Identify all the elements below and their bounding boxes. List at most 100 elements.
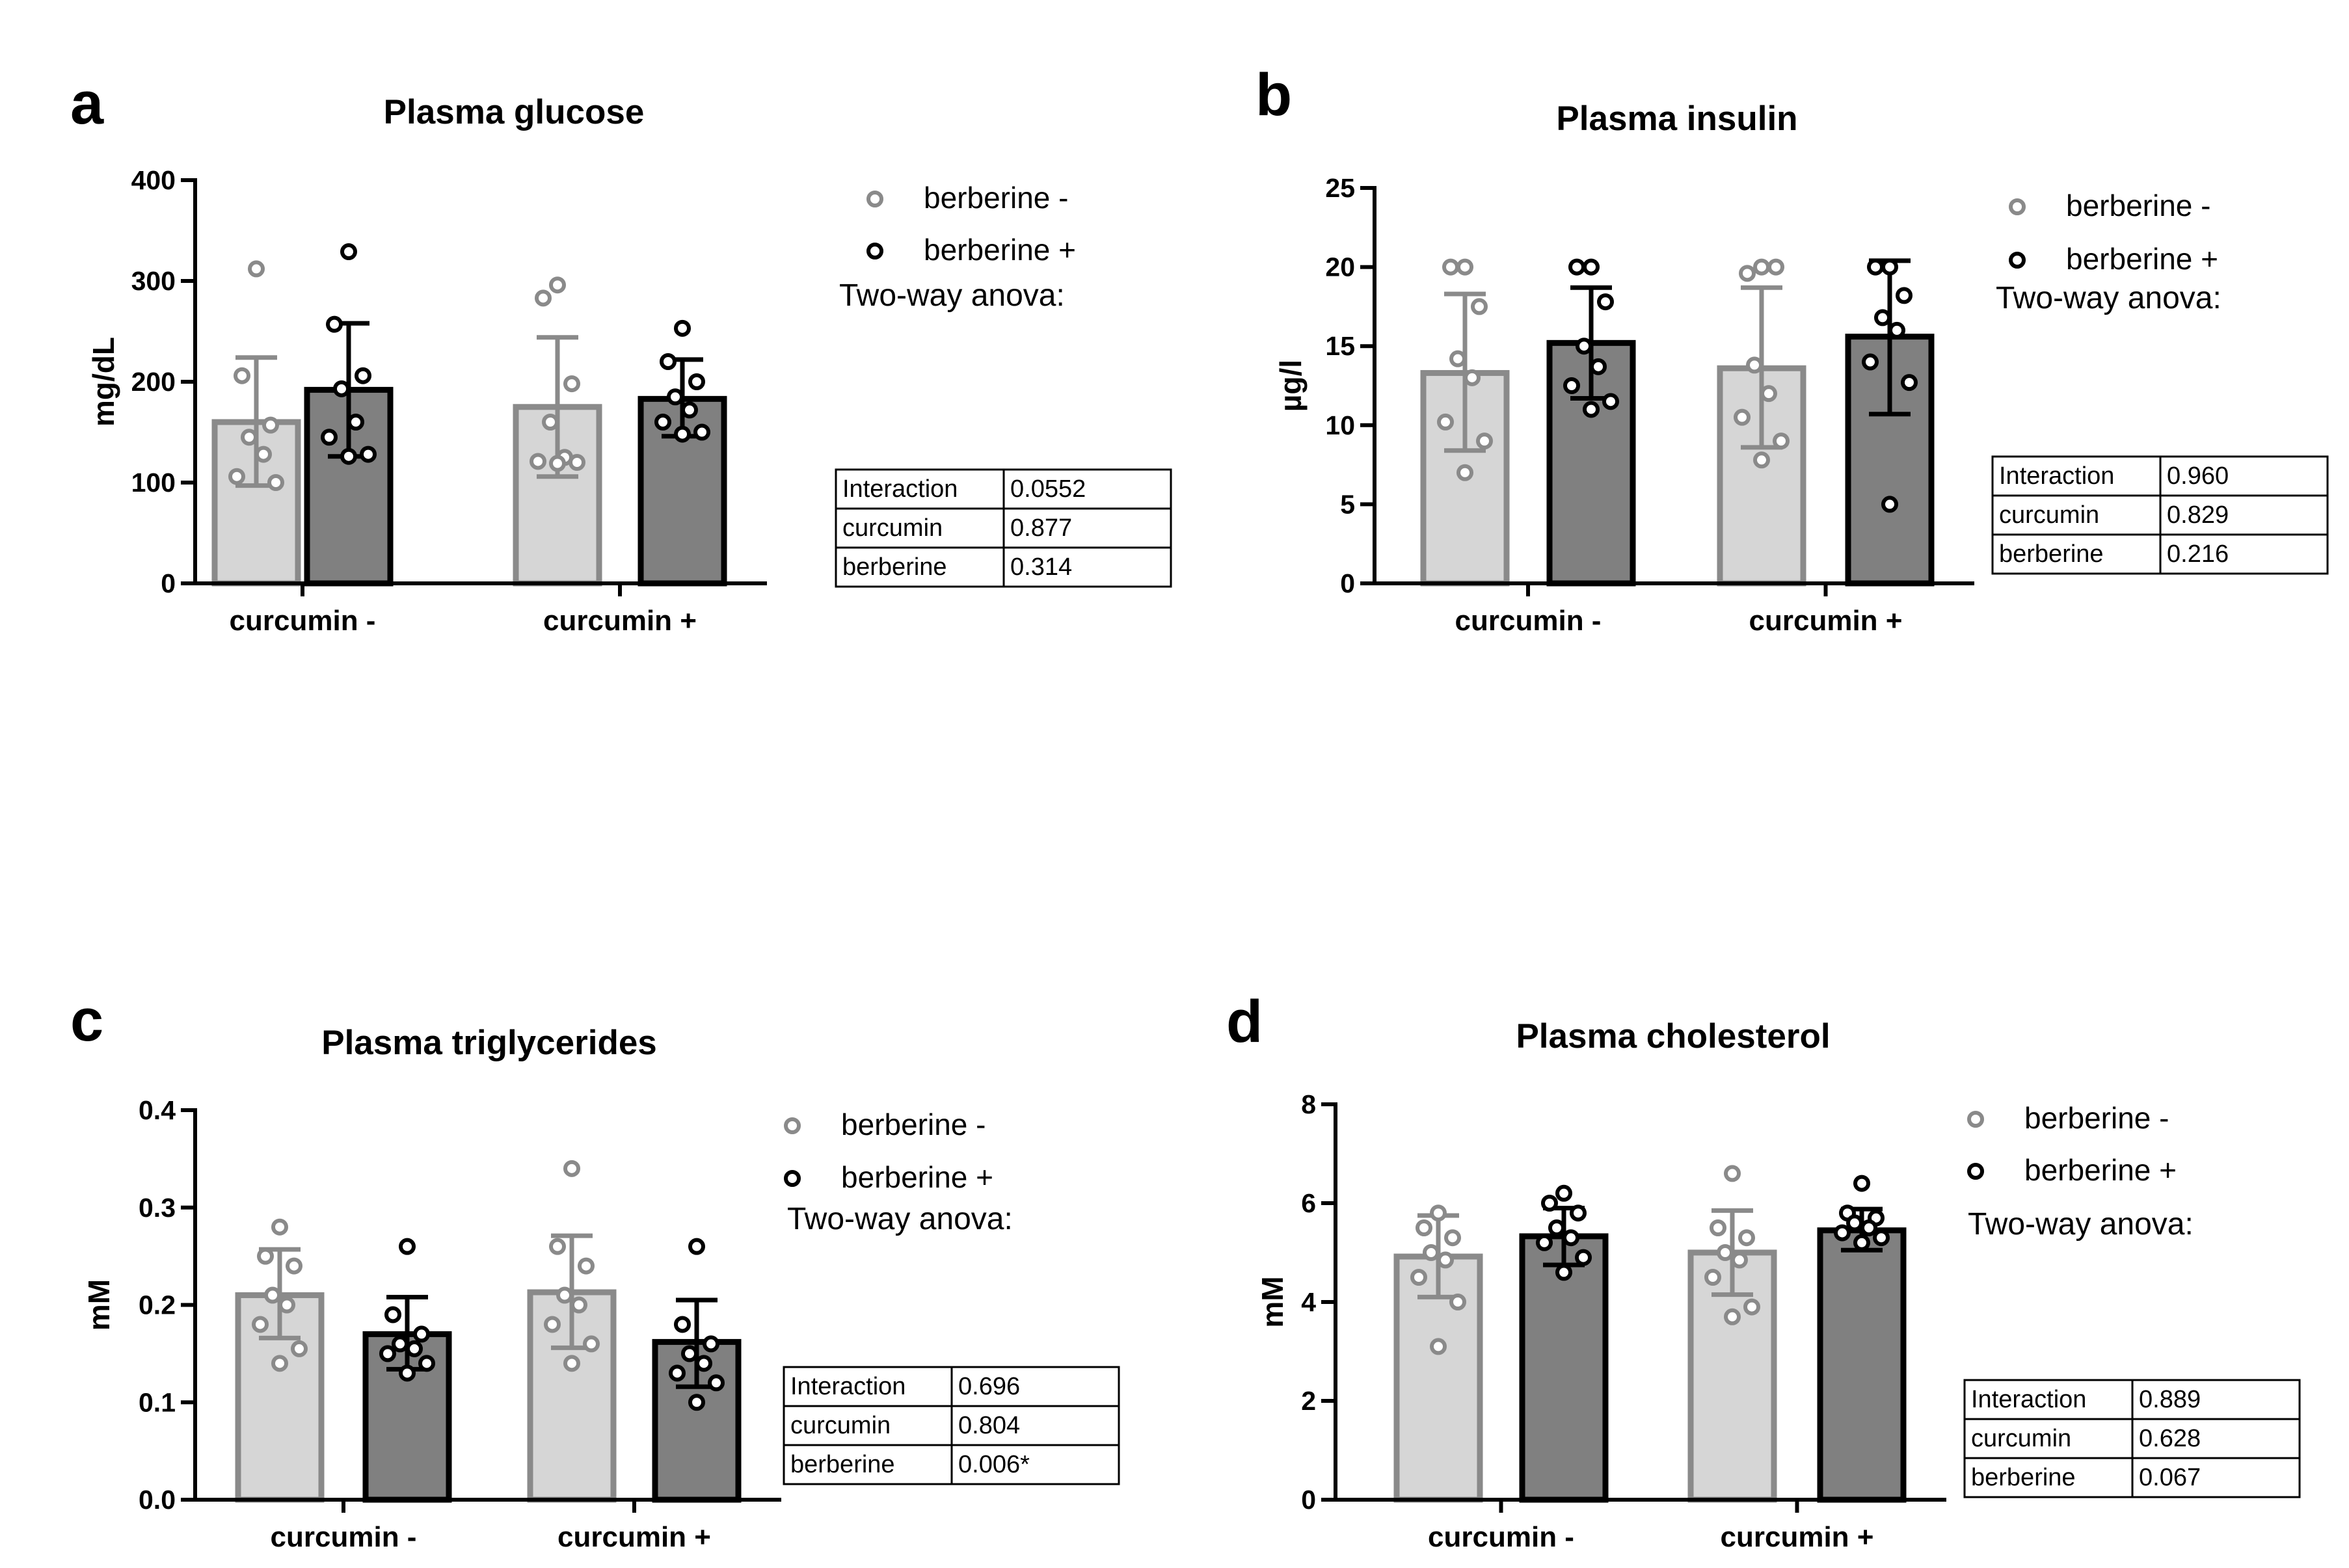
anova-factor: curcumin xyxy=(842,514,943,542)
data-point-berberine-minus xyxy=(1456,258,1473,276)
data-point-berberine-plus xyxy=(333,380,350,397)
panel-d: d Plasma cholesterol mM 0 2 4 6 8 curcumin - curc… xyxy=(1226,989,2301,1553)
data-point-berberine-minus xyxy=(1449,1294,1466,1310)
data-point-berberine-plus xyxy=(399,1238,416,1255)
legend-marker-berberine-plus xyxy=(2009,252,2026,269)
data-point-berberine-minus xyxy=(1724,1165,1741,1182)
y-axis-label: mM xyxy=(1255,1276,1289,1327)
x-category-label: curcumin + xyxy=(543,605,697,637)
data-point-berberine-plus xyxy=(340,243,357,261)
data-point-berberine-plus xyxy=(1901,374,1918,392)
data-point-berberine-plus xyxy=(384,1306,401,1323)
data-point-berberine-plus xyxy=(360,445,377,463)
anova-pvalue: 0.829 xyxy=(2167,501,2229,529)
data-point-berberine-plus xyxy=(674,319,691,337)
data-point-berberine-plus xyxy=(1867,258,1884,276)
data-point-berberine-minus xyxy=(1430,1338,1447,1355)
data-point-berberine-plus xyxy=(1590,358,1607,375)
legend-marker-berberine-minus xyxy=(1967,1111,1984,1128)
x-category-label: curcumin + xyxy=(1749,605,1903,637)
data-point-berberine-plus xyxy=(708,1374,725,1392)
anova-pvalue: 0.006* xyxy=(958,1451,1030,1478)
data-point-berberine-plus xyxy=(681,401,698,419)
data-point-berberine-minus xyxy=(1724,1308,1741,1325)
data-point-berberine-minus xyxy=(267,474,284,491)
anova-title: Two-way anova: xyxy=(839,278,1065,313)
anova-table: Interaction 0.0552 curcumin 0.877 berberine 0… xyxy=(835,468,1172,588)
data-point-berberine-plus xyxy=(1575,1249,1592,1266)
data-point-berberine-plus xyxy=(1568,258,1585,276)
data-point-berberine-minus xyxy=(549,1238,566,1255)
data-point-berberine-minus xyxy=(291,1340,308,1357)
data-point-berberine-minus xyxy=(1767,258,1784,276)
data-point-berberine-minus xyxy=(1739,265,1756,282)
data-point-berberine-minus xyxy=(1734,408,1751,426)
data-point-berberine-plus xyxy=(660,353,677,370)
data-point-berberine-minus xyxy=(252,1316,269,1333)
data-point-berberine-plus xyxy=(1548,1219,1565,1236)
data-point-berberine-minus xyxy=(1746,356,1763,374)
y-tick-label: 25 xyxy=(1325,173,1355,203)
data-point-berberine-plus xyxy=(399,1364,416,1382)
legend-marker-berberine-plus xyxy=(1967,1163,1984,1180)
legend-marker-berberine-minus xyxy=(866,191,883,207)
panel-c: c Plasma triglycerides mM 0.0 0.1 0.2 0.3 0.4 cu… xyxy=(70,987,1120,1553)
data-point-berberine-plus xyxy=(406,1340,423,1357)
anova-pvalue: 0.628 xyxy=(2139,1425,2201,1452)
data-point-berberine-minus xyxy=(1437,1251,1454,1269)
anova-factor: Interaction xyxy=(790,1373,906,1400)
x-category-label: curcumin - xyxy=(1455,605,1602,637)
data-point-berberine-minus xyxy=(278,1296,295,1314)
data-point-berberine-plus xyxy=(1576,338,1592,355)
data-point-berberine-plus xyxy=(1860,1219,1877,1236)
anova-factor: berberine xyxy=(1971,1464,2076,1491)
data-point-berberine-minus xyxy=(556,1286,573,1304)
anova-pvalue: 0.960 xyxy=(2167,462,2229,490)
data-point-berberine-minus xyxy=(549,276,566,294)
data-point-berberine-minus xyxy=(544,1316,561,1333)
panel-letter: b xyxy=(1255,62,1292,128)
y-tick-label: 0.1 xyxy=(139,1387,176,1417)
data-point-berberine-minus xyxy=(583,1335,600,1353)
anova-factor: curcumin xyxy=(1999,501,2099,529)
data-point-berberine-plus xyxy=(326,315,343,333)
data-point-berberine-minus xyxy=(1704,1269,1721,1286)
data-point-berberine-minus xyxy=(1743,1298,1760,1316)
y-tick-label: 2 xyxy=(1301,1386,1316,1416)
y-tick-label: 20 xyxy=(1325,252,1355,282)
anova-pvalue: 0.067 xyxy=(2139,1464,2201,1491)
anova-factor: curcumin xyxy=(790,1412,891,1439)
y-tick-label: 0.3 xyxy=(139,1193,176,1223)
data-point-berberine-minus xyxy=(1442,258,1459,276)
legend-label-berberine-minus: berberine - xyxy=(2024,1101,2169,1135)
x-category-label: curcumin - xyxy=(271,1521,417,1553)
data-point-berberine-plus xyxy=(1583,401,1600,418)
y-axis-label: mg/dL xyxy=(87,337,120,427)
data-point-berberine-plus xyxy=(1853,1175,1870,1192)
data-point-berberine-minus xyxy=(530,453,546,470)
data-point-berberine-minus xyxy=(248,260,265,278)
data-point-berberine-minus xyxy=(262,416,279,434)
data-point-berberine-plus xyxy=(413,1325,430,1343)
data-point-berberine-minus xyxy=(1773,432,1790,450)
data-point-berberine-minus xyxy=(535,289,552,307)
anova-table: Interaction 0.960 curcumin 0.829 berberine 0.… xyxy=(1991,455,2329,575)
data-point-berberine-minus xyxy=(1437,413,1454,431)
y-tick-label: 0 xyxy=(1340,568,1355,598)
x-category-label: curcumin + xyxy=(1721,1521,1874,1553)
data-point-berberine-minus xyxy=(570,1296,587,1314)
data-point-berberine-plus xyxy=(1597,293,1614,311)
legend-marker-berberine-plus xyxy=(866,243,883,259)
data-point-berberine-plus xyxy=(1563,377,1580,394)
data-point-berberine-plus xyxy=(688,1238,705,1255)
anova-pvalue: 0.889 xyxy=(2139,1386,2201,1413)
data-point-berberine-minus xyxy=(563,375,580,393)
legend-marker-berberine-plus xyxy=(784,1170,801,1187)
y-tick-label: 6 xyxy=(1301,1188,1316,1218)
data-point-berberine-minus xyxy=(1423,1244,1440,1261)
data-point-berberine-plus xyxy=(1846,1214,1863,1232)
data-point-berberine-minus xyxy=(1731,1251,1748,1269)
anova-factor: curcumin xyxy=(1971,1425,2071,1452)
data-point-berberine-plus xyxy=(1555,1264,1572,1281)
data-point-berberine-minus xyxy=(255,445,272,463)
